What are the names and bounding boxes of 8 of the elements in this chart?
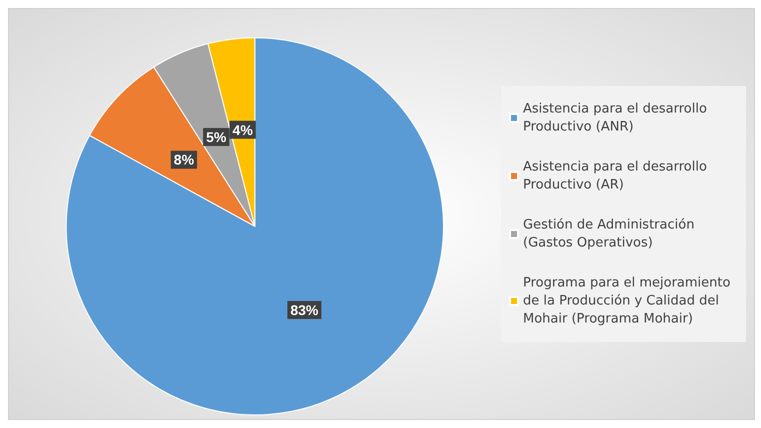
legend-label: Gestión de Administración (Gastos Operativos) <box>523 218 699 250</box>
legend-label: Programa para el mejoramiento de la Producción y Calidad del Mohair (Programa Mohair) <box>523 276 735 326</box>
data-label: 4% <box>232 122 254 138</box>
data-label: 8% <box>174 152 195 168</box>
data-label: 83% <box>290 302 319 318</box>
legend-label: Asistencia para el desarrollo Productivo (ANR) <box>523 102 712 134</box>
data-label: 5% <box>206 129 227 146</box>
legend-label: Asistencia para el desarrollo Productivo (AR) <box>523 160 712 192</box>
